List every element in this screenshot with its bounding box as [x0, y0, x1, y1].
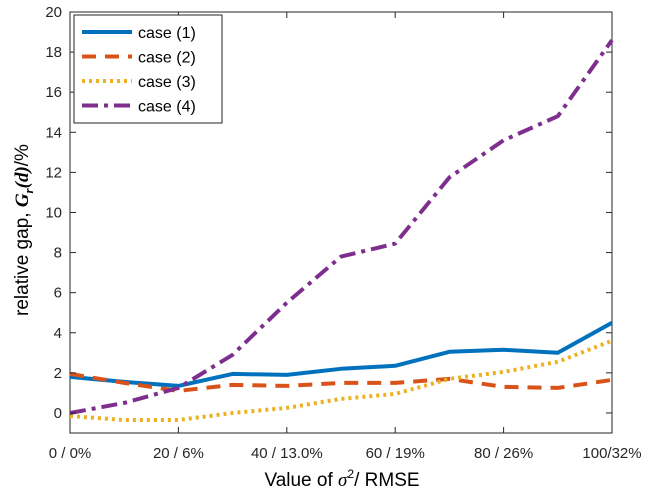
- x-tick-label: 100/32%: [582, 445, 641, 462]
- y-tick-label: 10: [45, 204, 62, 221]
- y-axis-ticks: 0 2 4 6 8 10 12 14 16 18 20: [45, 4, 612, 422]
- x-tick-label: 0 / 0%: [49, 445, 92, 462]
- y-tick-label: 8: [54, 245, 62, 262]
- y-tick-label: 0: [54, 405, 62, 422]
- x-axis-ticks: 0 / 0% 20 / 6% 40 / 13.0% 60 / 19% 80 / 26% 1…: [49, 12, 642, 462]
- y-tick-label: 14: [45, 124, 62, 141]
- legend-label-2: case (2): [138, 50, 196, 67]
- legend-label-4: case (4): [138, 99, 196, 116]
- y-tick-label: 16: [45, 84, 62, 101]
- y-tick-label: 2: [54, 365, 62, 382]
- y-tick-label: 4: [54, 325, 62, 342]
- legend-label-1: case (1): [138, 25, 196, 42]
- series-line-3: [69, 338, 613, 422]
- series-lines: [69, 38, 614, 422]
- y-tick-label: 6: [54, 285, 62, 302]
- x-tick-label: 20 / 6%: [153, 445, 204, 462]
- y-axis-label: relative gap, Gr(d)/%: [12, 144, 36, 316]
- x-tick-label: 60 / 19%: [366, 445, 425, 462]
- y-tick-label: 18: [45, 44, 62, 61]
- x-axis-label: Value of σ2/ RMSE: [264, 467, 419, 491]
- legend-label-3: case (3): [138, 74, 196, 91]
- x-tick-label: 80 / 26%: [474, 445, 533, 462]
- y-tick-label: 12: [45, 164, 62, 181]
- y-tick-label: 20: [45, 4, 62, 21]
- legend: case (1) case (2) case (3) case (4): [73, 14, 223, 124]
- series-line-1: [69, 320, 613, 388]
- x-tick-label: 40 / 13.0%: [251, 445, 323, 462]
- series-line-4: [69, 38, 614, 415]
